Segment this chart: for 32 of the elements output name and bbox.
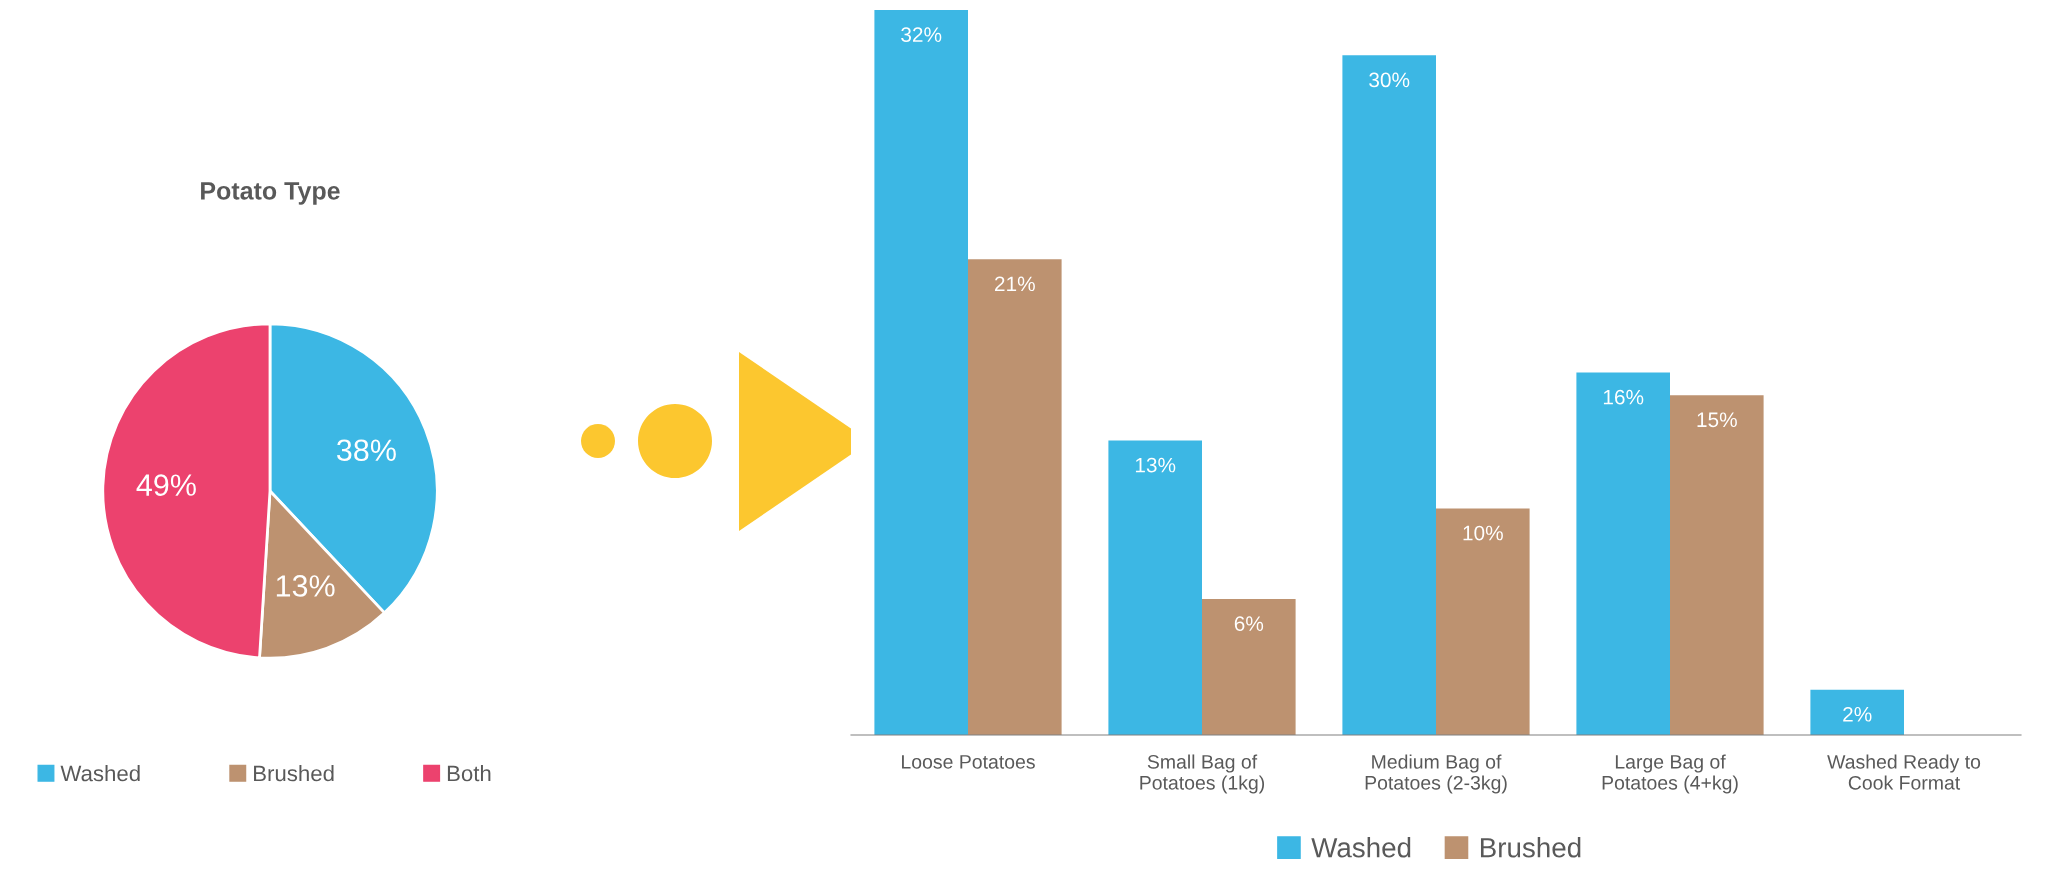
legend-label: Brushed — [254, 765, 334, 782]
legend-label: Brushed — [1480, 837, 1581, 858]
x-tick-label: Washed Ready to Cook Format — [1827, 754, 1981, 790]
bar — [874, 10, 968, 735]
bar — [1576, 372, 1670, 735]
data-label: 32% — [901, 27, 942, 42]
data-label: 30% — [1369, 72, 1410, 88]
data-label: 38% — [336, 439, 396, 462]
data-label: 2% — [1843, 706, 1872, 722]
chart-title: Potato Type — [201, 182, 340, 205]
x-tick-label: Medium Bag of Potatoes (2-3kg) — [1365, 754, 1507, 794]
legend-label: Washed — [1311, 837, 1411, 858]
bar — [1670, 395, 1764, 735]
bar — [968, 259, 1062, 735]
x-tick-label: Large Bag of Potatoes (4+kg) — [1602, 754, 1738, 794]
data-label: 10% — [1463, 525, 1503, 541]
bar — [1342, 55, 1436, 735]
legend-label: Washed — [60, 765, 140, 782]
x-tick-label: Small Bag of Potatoes (1kg) — [1140, 754, 1265, 794]
bar — [1202, 599, 1296, 735]
bar — [1810, 689, 1904, 735]
data-label: 6% — [1234, 616, 1264, 632]
data-label: 13% — [276, 575, 335, 597]
data-label: 15% — [1697, 412, 1737, 428]
x-tick-label: Loose Potatoes — [902, 755, 1035, 769]
data-label: 49% — [136, 474, 196, 496]
data-label: 21% — [995, 276, 1035, 292]
bar — [1108, 440, 1202, 735]
data-label: 16% — [1603, 389, 1644, 405]
legend-label: Both — [447, 765, 491, 782]
bar — [1436, 508, 1530, 735]
data-label: 13% — [1135, 457, 1176, 473]
